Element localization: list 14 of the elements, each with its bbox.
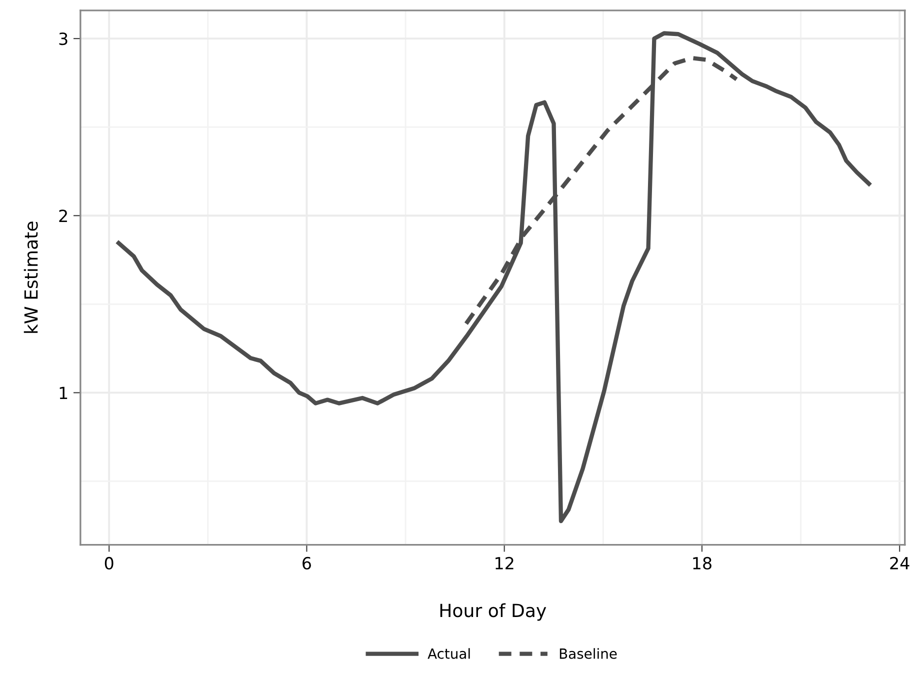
x-tick-label: 6 [302, 556, 311, 570]
legend-label: Actual [428, 648, 470, 659]
x-axis-title: Hour of Day [440, 603, 546, 621]
line-series [464, 56, 739, 326]
y-axis-title: kW Estimate [24, 222, 38, 333]
x-tick-label: 24 [890, 556, 910, 570]
y-tick-label: 1 [60, 386, 68, 400]
y-tick-label: 2 [59, 210, 67, 222]
x-tick-label: 18 [693, 556, 712, 570]
legend-label: Baseline [560, 648, 617, 659]
x-tick-label: 12 [496, 556, 514, 570]
line-series [116, 31, 872, 524]
x-tick-label: 0 [104, 556, 114, 570]
y-tick-label: 3 [59, 32, 68, 46]
